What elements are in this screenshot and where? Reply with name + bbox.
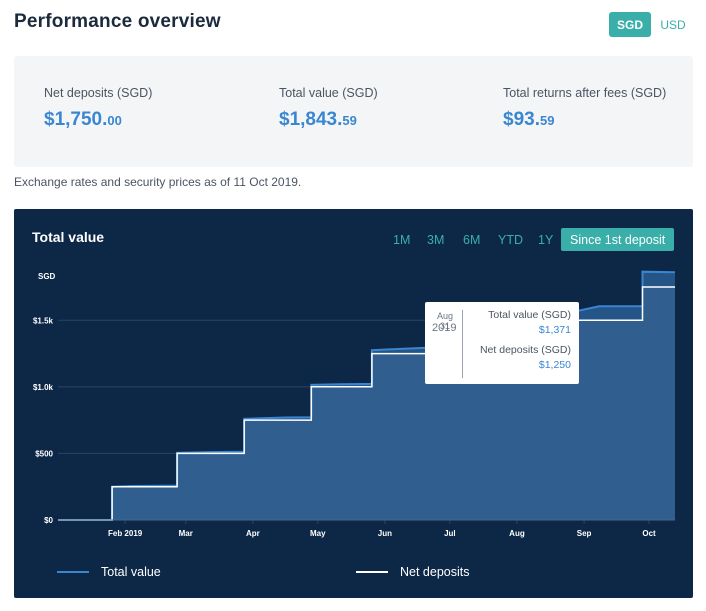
legend-label: Total value [101, 565, 161, 579]
x-tick-label: Sep [577, 529, 592, 538]
tooltip-total-value: $1,371 [538, 324, 571, 336]
range-1y-button[interactable]: 1Y [538, 228, 553, 251]
currency-sgd-button[interactable]: SGD [609, 12, 651, 37]
x-tick-label: Oct [642, 529, 656, 538]
net-deposits-line [58, 286, 675, 521]
chart-title: Total value [32, 229, 105, 245]
metric-value: $1,750.00 [44, 109, 122, 130]
tooltip-date: Aug 31 [436, 311, 453, 331]
x-tick-label: Jul [444, 529, 456, 538]
metric-label: Total value (SGD) [279, 86, 378, 100]
y-tick-label: $0 [44, 516, 53, 525]
tooltip-total-label: Total value (SGD) [488, 309, 571, 321]
y-tick-label: $1.5k [33, 316, 54, 325]
y-tick-label: $500 [35, 449, 53, 458]
total-value-metric: Total value (SGD) $1,843.59 [279, 86, 378, 131]
range-6m-button[interactable]: 6M [463, 228, 480, 251]
tooltip-divider [462, 310, 463, 378]
tooltip-deposit-value: $1,250 [538, 359, 571, 371]
x-tick-label: Jun [378, 529, 392, 538]
legend-swatch [57, 571, 89, 573]
legend-total-value[interactable]: Total value [57, 565, 161, 579]
summary-panel: Net deposits (SGD) $1,750.00 Total value… [14, 56, 693, 167]
page-title: Performance overview [14, 11, 221, 32]
tooltip-deposit-label: Net deposits (SGD) [479, 344, 571, 356]
x-tick-label: May [310, 529, 326, 538]
y-axis-unit-label: SGD [38, 272, 56, 281]
range-since-first-deposit-button[interactable]: Since 1st deposit [561, 228, 675, 251]
metric-value: $1,843.59 [279, 109, 357, 130]
range-3m-button[interactable]: 3M [427, 228, 444, 251]
chart-panel: SGD $0 $500 $1.0k $1.5k Feb 2019 Mar Apr May Jun J… [14, 209, 693, 598]
total-returns-metric: Total returns after fees (SGD) $93.59 [503, 86, 666, 131]
legend-swatch [356, 571, 388, 573]
tooltip-year: 2019 [432, 322, 457, 334]
metric-label: Net deposits (SGD) [44, 86, 153, 100]
net-deposits-metric: Net deposits (SGD) $1,750.00 [44, 86, 152, 131]
currency-usd-button[interactable]: USD [655, 12, 691, 37]
metric-value: $93.59 [503, 109, 555, 130]
x-tick-label: Feb 2019 [108, 529, 143, 538]
x-tick-label: Apr [246, 529, 260, 538]
legend-label: Net deposits [400, 565, 470, 579]
total-value-chart[interactable]: SGD $0 $500 $1.0k $1.5k Feb 2019 Mar Apr May Jun J… [14, 209, 693, 598]
y-tick-label: $1.0k [33, 383, 54, 392]
exchange-rate-note: Exchange rates and security prices as of… [14, 175, 302, 189]
chart-tooltip: Aug 31 2019 Total value (SGD) $1,371 Net… [425, 302, 579, 384]
range-ytd-button[interactable]: YTD [498, 228, 523, 251]
range-1m-button[interactable]: 1M [393, 228, 410, 251]
x-tick-label: Aug [509, 529, 525, 538]
legend-net-deposits[interactable]: Net deposits [356, 565, 469, 579]
x-tick-label: Mar [179, 529, 193, 538]
net-deposits-area [58, 287, 675, 520]
metric-label: Total returns after fees (SGD) [503, 86, 667, 100]
